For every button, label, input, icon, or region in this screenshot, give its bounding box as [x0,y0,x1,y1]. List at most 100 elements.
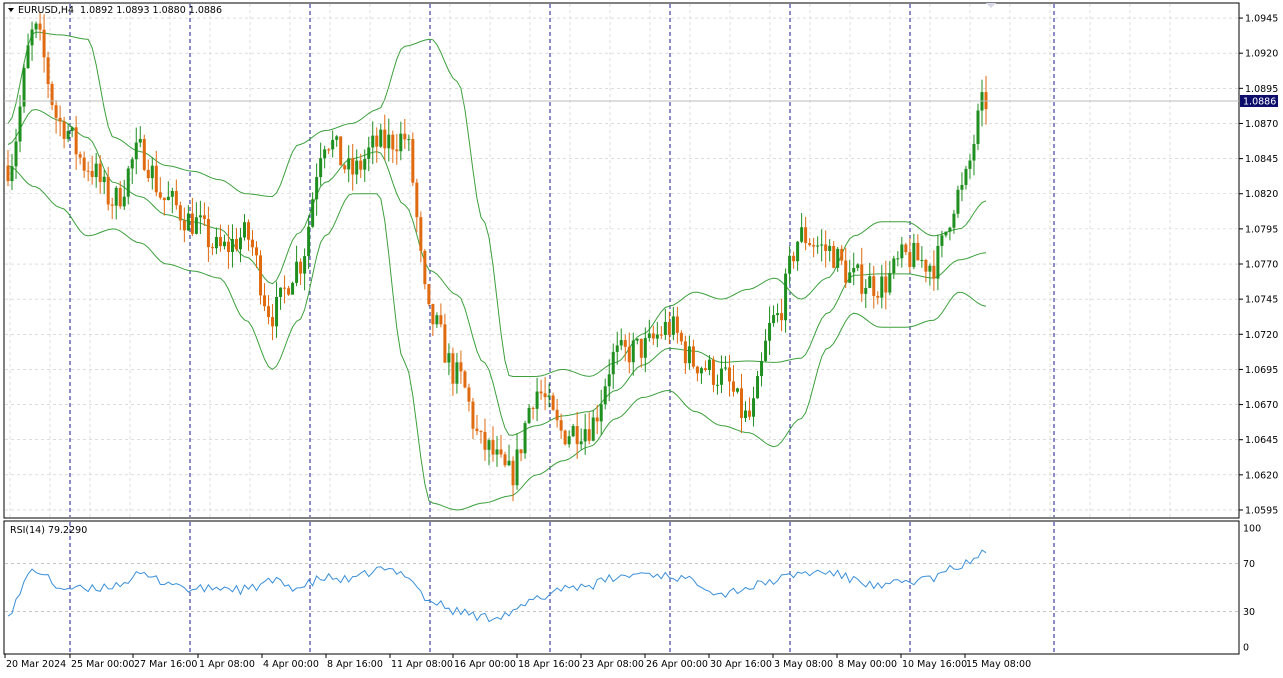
candle-bull [756,376,760,399]
candle-bear [904,244,908,253]
rsi-grid [5,563,1238,612]
candle-bull [66,130,70,139]
time-tick-label: 25 Mar 00:00 [71,659,134,670]
candle-bull [768,323,772,341]
candle-bear [451,353,455,384]
candle-bear [391,134,395,150]
candle-bull [972,143,976,161]
candle-bull [319,158,323,178]
candle-bull [307,226,311,257]
candle-bear [483,431,487,450]
candle-bull [643,337,647,358]
candle-bull [571,426,575,437]
candle-bull [455,362,459,384]
time-tick-label: 26 Apr 00:00 [646,659,708,670]
candle-bear [98,163,102,183]
candle-bull [607,374,611,387]
bollinger-bands [7,31,987,511]
candle-bear [182,220,186,231]
candle-bear [563,430,567,445]
current-price-label: 1.0886 [1243,96,1276,107]
candle-bull [323,149,327,159]
candle-bear [659,334,663,336]
candle-bear [50,83,54,106]
candle-bear [234,239,238,250]
candle-bull [772,315,776,324]
candle-bear [748,410,752,417]
shift-marker-icon[interactable] [986,3,996,8]
candle-bear [595,417,599,422]
candle-bull [960,184,964,190]
candle-bear [395,149,399,152]
candle-bull [275,296,279,327]
candle-bull [699,368,703,374]
candle-bull [611,351,615,375]
rsi-tick-label: 30 [1243,607,1255,618]
candle-bull [315,177,319,200]
candle-bull [166,196,170,201]
candle-bear [651,333,655,339]
candle-bear [439,315,443,325]
candle-bull [347,158,351,170]
candle-bull [647,333,651,338]
candle-bull [964,168,968,185]
time-tick-label: 4 Apr 00:00 [263,659,319,670]
price-grid [5,4,1238,517]
candle-bear [62,121,66,139]
candle-bull [603,386,607,405]
candle-bear [411,139,415,183]
time-tick-label: 20 Mar 2024 [6,659,66,670]
candle-bear [511,460,515,486]
candle-bull [944,231,948,236]
price-tick-label: 1.0645 [1245,435,1278,446]
candle-bull [30,29,34,46]
candle-bull [14,141,18,167]
candle-bull [379,129,383,147]
candle-bear [259,255,263,296]
price-tick-label: 1.0920 [1245,49,1278,60]
candle-bull [295,261,299,283]
price-tick-label: 1.0895 [1245,84,1278,95]
candle-bull [752,398,756,417]
candle-bull [527,407,531,424]
collapse-triangle-icon[interactable] [8,8,14,12]
candle-bull [198,215,202,218]
candle-bear [267,306,271,318]
candle-bull [567,436,571,445]
candle-bear [731,381,735,392]
candle-bear [479,431,483,433]
candle-bull [735,388,739,392]
candle-bull [495,449,499,455]
candle-bull [788,255,792,274]
candle-bear [58,117,62,122]
candle-bull [515,449,519,486]
candle-bear [42,29,46,58]
candle-bear [255,247,259,256]
candle-bear [74,127,78,155]
candle-bull [764,340,768,361]
price-tick-label: 1.0595 [1245,505,1278,516]
candle-bull [363,158,367,170]
candle-bull [615,345,619,352]
period-separators [69,4,1055,653]
candle-bull [579,441,583,445]
candle-bull [279,287,283,297]
candle-bear [263,295,267,307]
price-tick-label: 1.0795 [1245,224,1278,235]
candle-bull [114,187,118,206]
candle-bear [106,176,110,205]
price-tick-label: 1.0845 [1245,154,1278,165]
price-tick-label: 1.0745 [1245,295,1278,306]
candle-bear [551,395,555,410]
candle-bull [655,334,659,339]
candle-bull [130,159,134,169]
candle-bull [435,315,439,325]
rsi-tick-label: 70 [1243,559,1255,570]
candle-bear [154,165,158,193]
rsi-panel[interactable] [3,520,1240,655]
candle-bull [796,241,800,262]
candle-bull [26,45,30,69]
candle-bull [170,190,174,197]
candle-bull [900,244,904,259]
candle-bear [206,218,210,248]
